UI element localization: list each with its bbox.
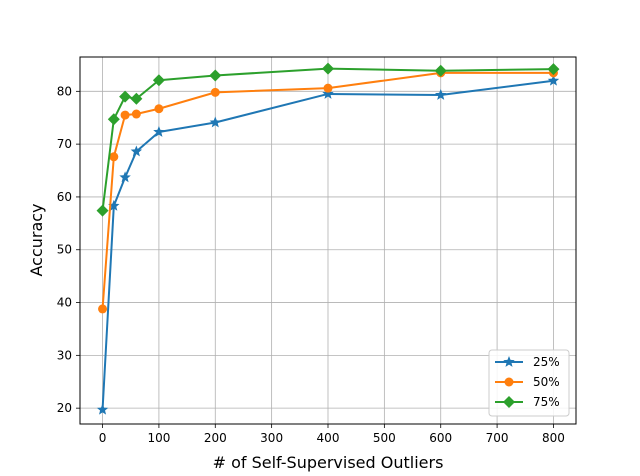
legend-label: 25% xyxy=(533,355,560,369)
data-point xyxy=(108,199,120,211)
data-point xyxy=(152,74,165,87)
y-tick-label: 30 xyxy=(57,348,72,362)
data-point xyxy=(209,69,222,82)
y-tick-label: 50 xyxy=(57,243,72,257)
legend-item: 50% xyxy=(495,375,560,389)
legend: 25% 50% 75% xyxy=(488,349,570,417)
x-tick-label: 500 xyxy=(373,431,396,445)
x-tick-label: 800 xyxy=(542,431,565,445)
x-tick-label: 100 xyxy=(147,431,170,445)
x-axis-label: # of Self-Supervised Outliers xyxy=(213,453,444,472)
data-point xyxy=(154,104,164,114)
legend-marker xyxy=(504,377,514,387)
data-point xyxy=(153,125,165,137)
x-tick-label: 600 xyxy=(429,431,452,445)
data-point xyxy=(107,113,120,126)
data-point xyxy=(209,116,221,128)
x-tick-label: 200 xyxy=(204,431,227,445)
y-tick-label: 70 xyxy=(57,137,72,151)
series-25pct xyxy=(96,74,560,415)
y-tick-label: 20 xyxy=(57,401,72,415)
data-point xyxy=(322,62,334,75)
y-tick-label: 40 xyxy=(57,296,72,310)
data-point xyxy=(131,109,141,119)
data-point xyxy=(119,90,132,103)
x-tick-label: 400 xyxy=(317,431,340,445)
legend-marker xyxy=(503,356,515,367)
data-point xyxy=(435,89,447,100)
grid xyxy=(80,57,576,424)
y-axis-label: Accuracy xyxy=(27,203,46,276)
series-50pct xyxy=(98,68,558,314)
data-point xyxy=(109,152,119,162)
data-point xyxy=(323,83,333,93)
legend-label: 50% xyxy=(533,375,560,389)
data-point xyxy=(96,403,109,415)
data-point xyxy=(547,63,560,76)
data-point xyxy=(96,204,109,217)
x-tick-label: 700 xyxy=(486,431,509,445)
x-tick-label: 300 xyxy=(260,431,283,445)
data-point xyxy=(98,304,108,314)
data-point xyxy=(434,64,447,77)
data-point xyxy=(130,145,143,157)
legend-marker xyxy=(503,396,515,408)
data-point xyxy=(120,110,130,120)
x-tick-label: 0 xyxy=(99,431,107,445)
y-tick-label: 60 xyxy=(57,190,72,204)
data-point xyxy=(130,92,143,105)
data-point xyxy=(210,87,220,97)
axis-ticks: 0 100 200 300 400 500 600 700 800 20 30 40 50 60 70 80 xyxy=(57,84,565,445)
data-point xyxy=(547,74,560,86)
data-point xyxy=(322,87,334,99)
legend-item: 75% xyxy=(495,395,560,409)
data-point xyxy=(119,171,131,183)
legend-label: 75% xyxy=(533,395,560,409)
y-tick-label: 80 xyxy=(57,84,72,98)
series-75pct xyxy=(96,62,560,217)
legend-item: 25% xyxy=(495,355,560,369)
series-group xyxy=(96,62,560,415)
